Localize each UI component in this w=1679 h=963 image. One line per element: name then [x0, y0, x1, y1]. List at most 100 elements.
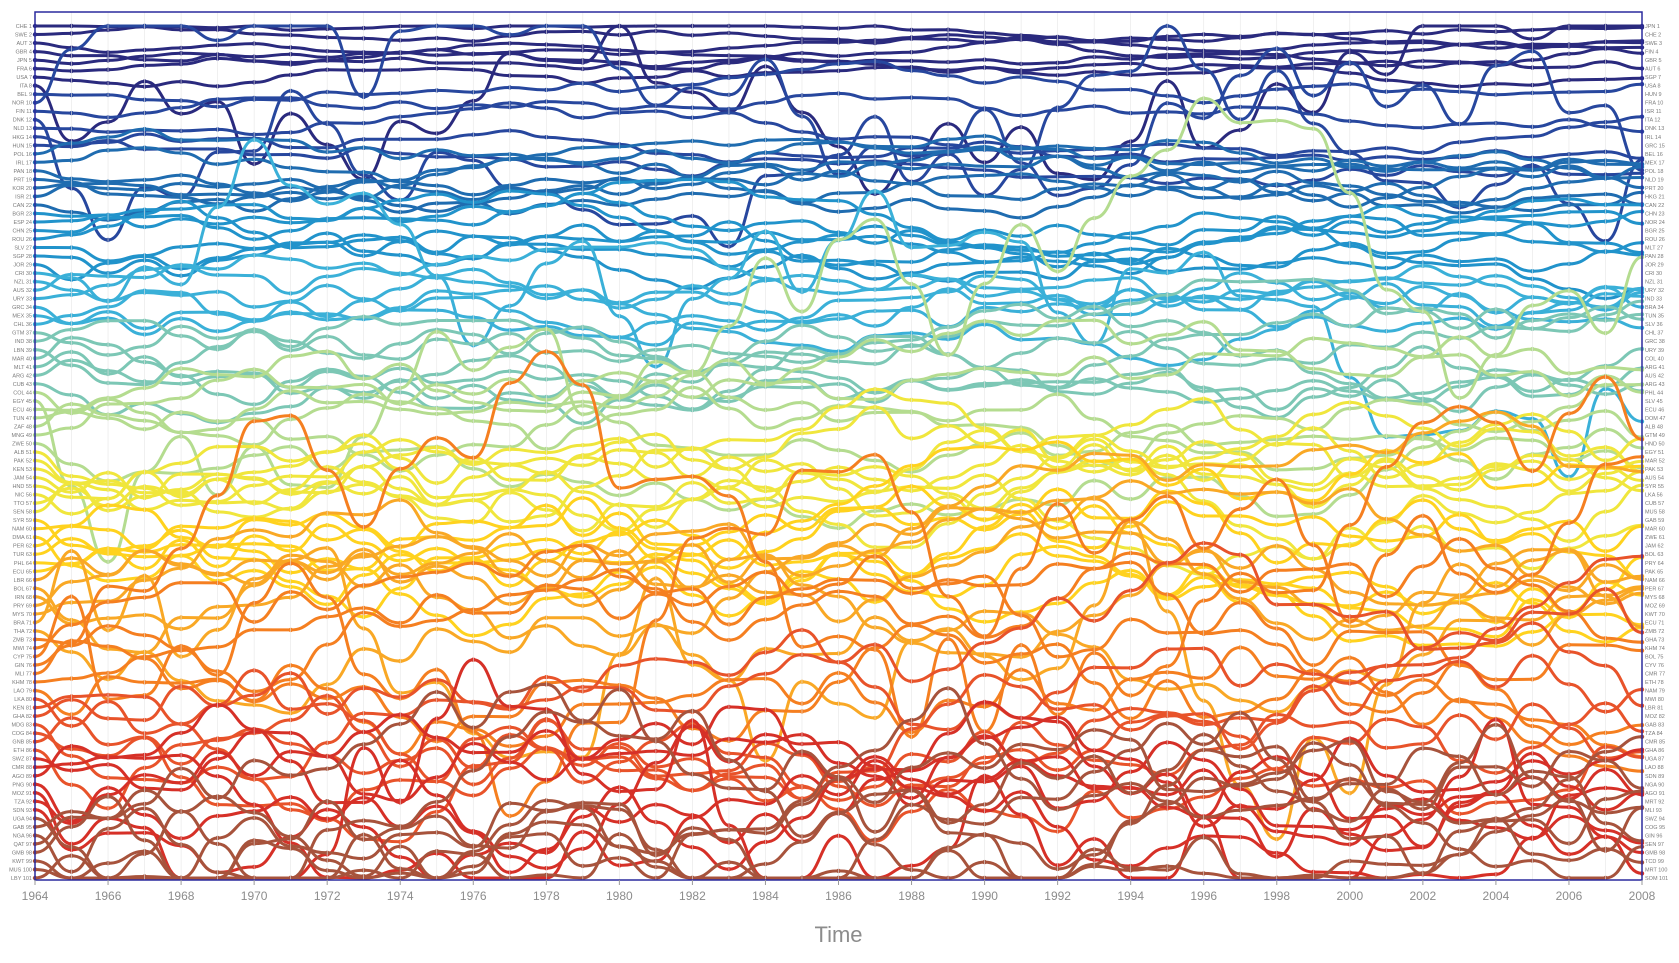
right-rank-label: URY 39: [1645, 348, 1664, 354]
left-rank-label: ZWE 50: [12, 441, 32, 447]
x-tick-label: 1978: [533, 889, 560, 903]
right-rank-label: FRA 10: [1645, 101, 1663, 107]
left-rank-label: KOR 20: [12, 186, 32, 192]
x-tick-label: 1986: [825, 889, 852, 903]
right-rank-label: GTM 49: [1645, 433, 1665, 439]
right-rank-label: ARG 41: [1645, 365, 1665, 371]
right-rank-label: MRT 92: [1645, 799, 1664, 805]
x-tick-label: 2006: [1556, 889, 1583, 903]
right-rank-label: ARG 43: [1645, 382, 1665, 388]
left-rank-label: PHL 64: [14, 561, 32, 567]
right-rank-label: UGA 87: [1645, 757, 1664, 763]
left-rank-label: JAM 54: [13, 476, 32, 482]
right-rank-label: HUN 9: [1645, 92, 1662, 98]
left-rank-label: UGA 94: [13, 816, 32, 822]
left-rank-label: MNG 49: [12, 433, 32, 439]
right-rank-label: URY 32: [1645, 288, 1664, 294]
right-rank-label: AUS 54: [1645, 476, 1664, 482]
right-rank-label: PAK 65: [1645, 569, 1663, 575]
left-rank-label: ISR 21: [15, 194, 32, 200]
right-rank-label: USA 8: [1645, 84, 1661, 90]
left-rank-label: SDN 93: [13, 808, 32, 814]
left-rank-label: ECU 46: [13, 407, 32, 413]
left-rank-label: ALB 51: [14, 450, 32, 456]
right-rank-label: ECU 71: [1645, 620, 1664, 626]
left-rank-label: JPN 5: [17, 58, 32, 64]
right-rank-label: NOR 24: [1645, 220, 1665, 226]
right-rank-label: PER 67: [1645, 586, 1664, 592]
right-rank-label: ETH 78: [1645, 680, 1664, 686]
x-tick-label: 2004: [1483, 889, 1510, 903]
right-rank-label: JAM 62: [1645, 544, 1664, 550]
left-rank-label: PNG 90: [12, 782, 32, 788]
left-rank-label: NZL 31: [14, 280, 32, 286]
left-rank-label: FRA 6: [17, 67, 32, 73]
left-rank-label: HKG 14: [12, 135, 32, 141]
left-rank-label: DNK 12: [13, 118, 32, 124]
left-rank-label: MDG 83: [12, 723, 32, 729]
left-rank-label: LBY 101: [11, 876, 32, 882]
left-rank-label: MLT 41: [14, 365, 32, 371]
left-rank-label: COL 44: [13, 390, 32, 396]
right-rank-label: MLI 93: [1645, 808, 1662, 814]
right-rank-label: MWI 80: [1645, 697, 1664, 703]
right-rank-label: SLV 36: [1645, 322, 1663, 328]
x-tick-label: 1968: [168, 889, 195, 903]
right-rank-label: GAB 83: [1645, 723, 1664, 729]
left-rank-label: BRA 71: [13, 620, 32, 626]
left-rank-label: CHL 36: [14, 322, 32, 328]
right-rank-label: DOM 47: [1645, 416, 1665, 422]
left-rank-label: PRY 69: [13, 603, 32, 609]
right-rank-label: SEN 97: [1645, 842, 1664, 848]
right-rank-label: SOM 101: [1645, 876, 1668, 882]
left-rank-label: NGA 96: [13, 833, 32, 839]
right-rank-label: TZA 84: [1645, 731, 1663, 737]
right-rank-label: POL 18: [1645, 169, 1663, 175]
x-tick-label: 1970: [241, 889, 268, 903]
x-tick-label: 1964: [22, 889, 49, 903]
left-rank-label: ROU 26: [12, 237, 32, 243]
right-rank-label: BEL 16: [1645, 152, 1663, 158]
right-rank-label: COG 95: [1645, 825, 1665, 831]
left-rank-label: PER 62: [13, 544, 32, 550]
right-rank-label: BOL 63: [1645, 552, 1663, 558]
right-rank-label: CHE 2: [1645, 33, 1661, 39]
left-rank-label: NLD 13: [13, 126, 32, 132]
right-rank-label: GRC 38: [1645, 339, 1665, 345]
right-rank-label: MOZ 69: [1645, 603, 1665, 609]
left-rank-label: GTM 37: [12, 331, 32, 337]
x-tick-label: 1992: [1044, 889, 1071, 903]
left-rank-label: SLV 27: [14, 246, 32, 252]
left-rank-label: AUS 32: [13, 288, 32, 294]
right-rank-label: LKA 56: [1645, 493, 1663, 499]
left-rank-label: PAK 52: [14, 459, 32, 465]
x-tick-label: 1988: [898, 889, 925, 903]
left-rank-label: BEL 9: [17, 92, 32, 98]
left-rank-label: TZA 92: [14, 799, 32, 805]
left-rank-label: TTO 57: [13, 501, 32, 507]
left-rank-label: MOZ 91: [12, 791, 32, 797]
left-rank-label: GMB 98: [12, 850, 32, 856]
left-rank-label: LBR 66: [14, 578, 32, 584]
right-rank-label: PAK 53: [1645, 467, 1663, 473]
right-rank-label: ZMB 72: [1645, 629, 1664, 635]
right-rank-label: IRL 14: [1645, 135, 1661, 141]
x-tick-label: 1966: [95, 889, 122, 903]
x-tick-label: 2000: [1336, 889, 1363, 903]
right-rank-label: SLV 45: [1645, 399, 1663, 405]
right-rank-label: MLT 27: [1645, 246, 1663, 252]
left-rank-label: IRL 17: [16, 160, 32, 166]
right-rank-label: CYV 76: [1645, 663, 1664, 669]
left-rank-label: KEN 53: [13, 467, 32, 473]
right-rank-label: BGR 25: [1645, 228, 1665, 234]
right-rank-label: CHN 23: [1645, 211, 1665, 217]
right-rank-label: CHL 37: [1645, 331, 1663, 337]
x-tick-label: 1982: [679, 889, 706, 903]
right-rank-label: LBR 81: [1645, 706, 1663, 712]
right-rank-label: ECU 46: [1645, 407, 1664, 413]
left-rank-label: KHM 78: [12, 680, 32, 686]
right-rank-label: SGP 7: [1645, 75, 1661, 81]
left-rank-label: NAM 60: [12, 527, 32, 533]
left-rank-label: CAN 22: [13, 203, 32, 209]
